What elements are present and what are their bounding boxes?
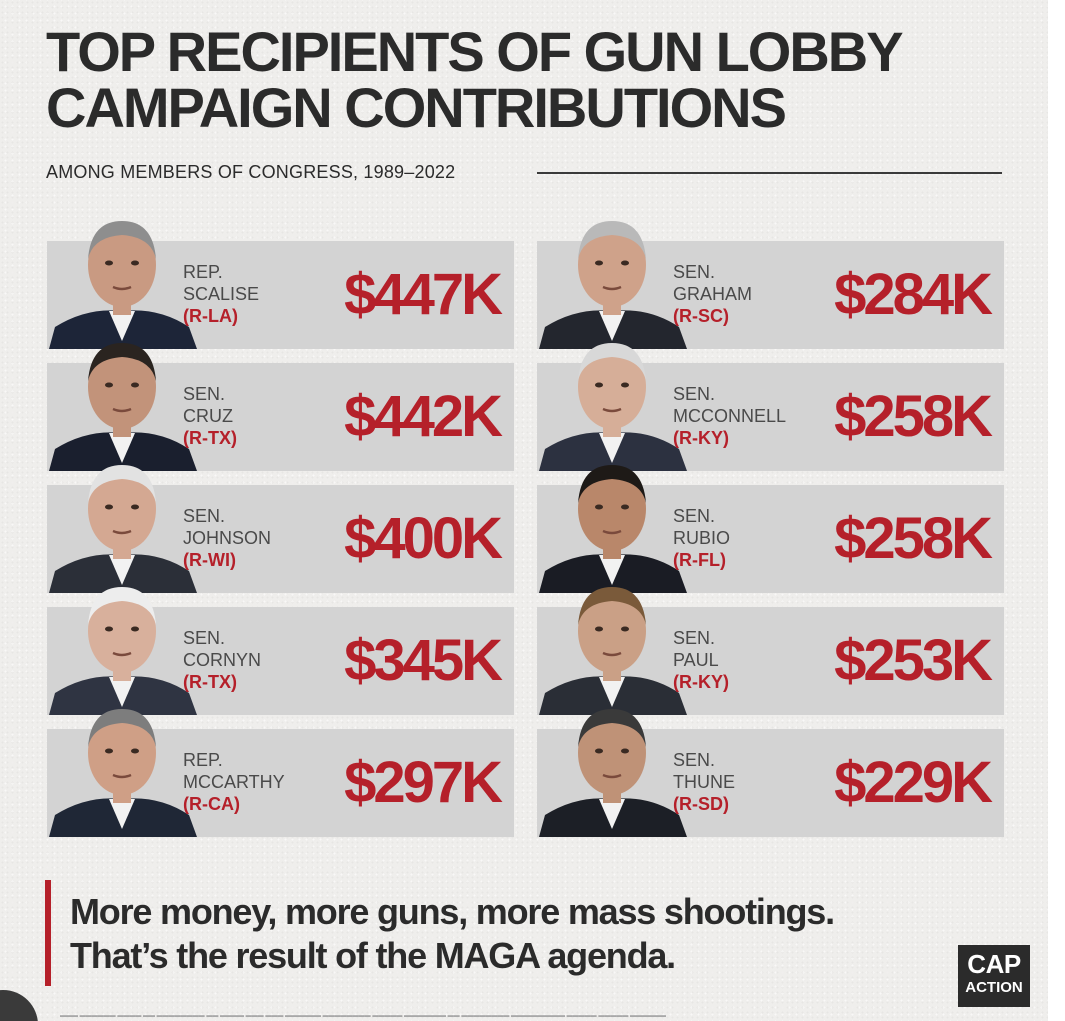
logo-line-2: ACTION (965, 979, 1023, 996)
recipient-label: SEN. RUBIO (R-FL) (673, 505, 730, 571)
recipient-label: SEN. PAUL (R-KY) (673, 627, 729, 693)
recipient-card: SEN. MCCONNELL (R-KY) $258K (537, 343, 1004, 471)
portrait-photo (47, 215, 197, 349)
tagline-line-2: That’s the result of the MAGA agenda. (70, 935, 676, 976)
subtitle: AMONG MEMBERS OF CONGRESS, 1989–2022 (46, 162, 456, 182)
member-name: MCCARTHY (183, 772, 285, 792)
office-title: SEN. (673, 384, 716, 404)
member-name: JOHNSON (183, 528, 272, 548)
member-name: GRAHAM (673, 284, 753, 304)
recipient-card: SEN. GRAHAM (R-SC) $284K (537, 221, 1004, 349)
subtitle-rule (537, 172, 1002, 174)
corner-shape (0, 990, 38, 1021)
contribution-amount: $297K (344, 750, 503, 815)
member-name: MCCONNELL (673, 406, 787, 426)
recipient-card: SEN. CRUZ (R-TX) $442K (47, 343, 514, 471)
party-state: (R-SC) (673, 306, 729, 326)
tagline: More money, more guns, more mass shootin… (70, 890, 835, 978)
portrait-photo (537, 459, 687, 593)
recipient-label: SEN. MCCONNELL (R-KY) (673, 383, 786, 449)
party-state: (R-TX) (183, 428, 237, 448)
portrait-photo (47, 337, 197, 471)
tagline-accent-bar (45, 880, 51, 986)
party-state: (R-FL) (673, 550, 726, 570)
portrait-photo (47, 703, 197, 837)
office-title: REP. (183, 750, 223, 770)
recipient-label: SEN. CRUZ (R-TX) (183, 383, 237, 449)
recipient-card: REP. SCALISE (R-LA) $447K (47, 221, 514, 349)
source-fineprint: ▬▬▬ ▬▬▬▬▬▬ ▬▬▬▬ ▬▬ ▬▬▬▬▬▬▬▬ ▬▬ ▬▬▬▬ ▬▬▬ … (60, 1013, 667, 1019)
portrait-photo (537, 703, 687, 837)
recipient-label: SEN. THUNE (R-SD) (673, 749, 735, 815)
party-state: (R-KY) (673, 428, 729, 448)
recipient-label: REP. SCALISE (R-LA) (183, 261, 259, 327)
recipient-card: SEN. THUNE (R-SD) $229K (537, 709, 1004, 837)
portrait-photo (537, 581, 687, 715)
party-state: (R-KY) (673, 672, 729, 692)
member-name: CRUZ (183, 406, 233, 426)
recipient-card: SEN. JOHNSON (R-WI) $400K (47, 465, 514, 593)
recipient-card: SEN. CORNYN (R-TX) $345K (47, 587, 514, 715)
recipient-card: SEN. RUBIO (R-FL) $258K (537, 465, 1004, 593)
contribution-amount: $258K (834, 506, 993, 571)
recipient-label: SEN. CORNYN (R-TX) (183, 627, 261, 693)
contribution-amount: $400K (344, 506, 503, 571)
office-title: SEN. (183, 628, 226, 648)
party-state: (R-LA) (183, 306, 238, 326)
office-title: SEN. (673, 750, 716, 770)
contribution-amount: $442K (344, 384, 503, 449)
recipient-label: SEN. JOHNSON (R-WI) (183, 505, 271, 571)
office-title: SEN. (183, 384, 226, 404)
tagline-line-1: More money, more guns, more mass shootin… (70, 891, 835, 932)
portrait-photo (537, 215, 687, 349)
recipient-label: REP. MCCARTHY (R-CA) (183, 749, 285, 815)
party-state: (R-TX) (183, 672, 237, 692)
office-title: SEN. (673, 262, 716, 282)
page-title: TOP RECIPIENTS OF GUN LOBBY CAMPAIGN CON… (46, 20, 903, 139)
logo-line-1: CAP (967, 949, 1021, 979)
office-title: SEN. (183, 506, 226, 526)
recipient-label: SEN. GRAHAM (R-SC) (673, 261, 752, 327)
office-title: SEN. (673, 506, 716, 526)
member-name: PAUL (673, 650, 719, 670)
recipient-card: SEN. PAUL (R-KY) $253K (537, 587, 1004, 715)
party-state: (R-SD) (673, 794, 729, 814)
contribution-amount: $447K (344, 262, 503, 327)
contribution-amount: $345K (344, 628, 503, 693)
office-title: SEN. (673, 628, 716, 648)
member-name: CORNYN (183, 650, 262, 670)
party-state: (R-WI) (183, 550, 236, 570)
office-title: REP. (183, 262, 223, 282)
contribution-amount: $258K (834, 384, 993, 449)
member-name: RUBIO (673, 528, 731, 548)
contribution-amount: $253K (834, 628, 993, 693)
portrait-photo (47, 581, 197, 715)
portrait-photo (537, 337, 687, 471)
contribution-amount: $229K (834, 750, 993, 815)
portrait-photo (47, 459, 197, 593)
contribution-amount: $284K (834, 262, 993, 327)
party-state: (R-CA) (183, 794, 240, 814)
member-name: SCALISE (183, 284, 260, 304)
member-name: THUNE (673, 772, 735, 792)
recipient-card: REP. MCCARTHY (R-CA) $297K (47, 709, 514, 837)
cap-action-logo: CAP ACTION (958, 945, 1030, 1007)
